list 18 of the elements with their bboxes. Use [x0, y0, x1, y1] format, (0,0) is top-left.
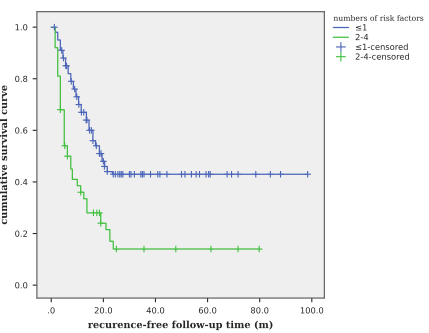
y-tick-label: 0.0 [15, 282, 28, 288]
y-tick-label: 0.8 [15, 76, 28, 82]
y-tick-label: 0.2 [15, 230, 28, 237]
x-tick-label: 80.0 [250, 307, 268, 314]
x-tick-label: .0 [48, 307, 55, 314]
x-tick-label: 20.0 [94, 307, 112, 314]
y-tick-label: 0.4 [15, 178, 28, 186]
legend-label: ≤1-censored [356, 44, 408, 50]
y-tick-label: 1.0 [16, 24, 28, 30]
x-axis-title: recurence-free follow-up time (m) [88, 320, 272, 330]
legend-label: ≤1 [356, 24, 367, 30]
y-axis-title: cumulative survival curve [0, 85, 8, 224]
legend-label: 2-4-censored [356, 53, 410, 60]
x-tick-label: 60.0 [198, 307, 216, 314]
x-tick-label: 100.0 [300, 307, 324, 314]
legend-label: 2-4 [356, 34, 368, 40]
y-tick-label: 0.6 [15, 127, 28, 134]
x-tick-label: 40.0 [146, 307, 164, 314]
